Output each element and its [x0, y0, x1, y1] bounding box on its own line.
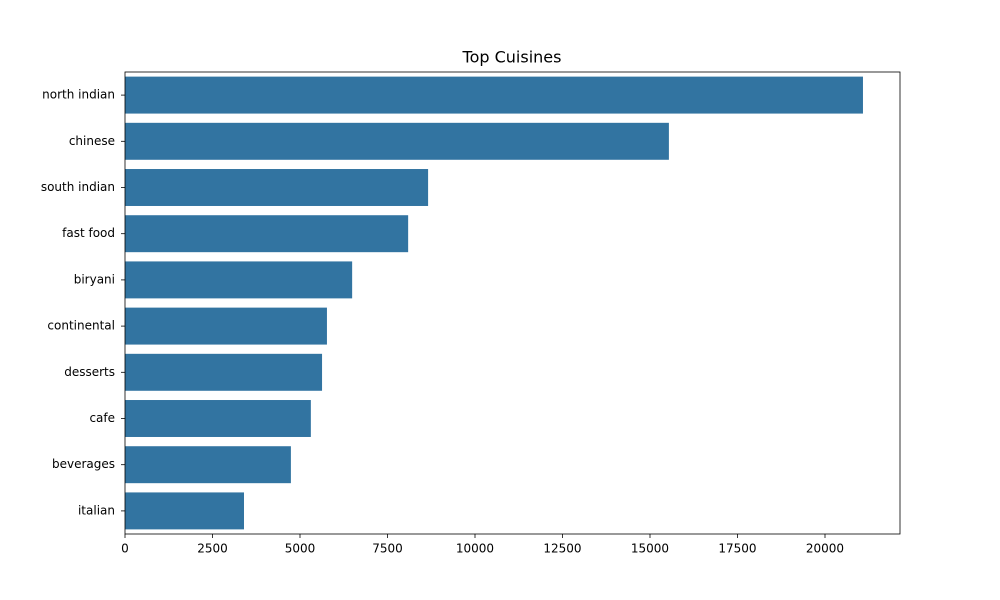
bar — [125, 169, 429, 206]
x-tick-label: 7500 — [372, 542, 403, 556]
bar — [125, 76, 863, 114]
bar — [125, 353, 323, 391]
chart-title: Top Cuisines — [462, 48, 562, 67]
bar — [125, 446, 291, 484]
x-tick-label: 10000 — [456, 542, 494, 556]
x-tick-label: 2500 — [197, 542, 228, 556]
y-tick-label: cafe — [89, 411, 115, 425]
y-tick-label: continental — [47, 319, 115, 333]
x-tick-label: 12500 — [543, 542, 581, 556]
bar — [125, 492, 244, 530]
x-tick-label: 0 — [121, 542, 129, 556]
bar — [125, 400, 311, 437]
x-tick-label: 5000 — [285, 542, 316, 556]
x-tick-label: 15000 — [631, 542, 669, 556]
y-tick-label: desserts — [64, 365, 115, 379]
x-tick-label: 17500 — [718, 542, 756, 556]
y-tick-label: beverages — [52, 457, 115, 471]
y-tick-label: fast food — [62, 226, 115, 240]
bar — [125, 122, 669, 160]
y-tick-label: italian — [78, 503, 115, 517]
x-tick-label: 20000 — [806, 542, 844, 556]
y-tick-label: north indian — [42, 88, 115, 102]
plot-frame — [124, 71, 901, 535]
bar — [125, 215, 409, 253]
y-tick-label: south indian — [41, 180, 115, 194]
y-tick-label: chinese — [69, 134, 115, 148]
bar — [125, 307, 327, 345]
y-tick-label: biryani — [74, 272, 115, 286]
bar — [125, 261, 353, 299]
